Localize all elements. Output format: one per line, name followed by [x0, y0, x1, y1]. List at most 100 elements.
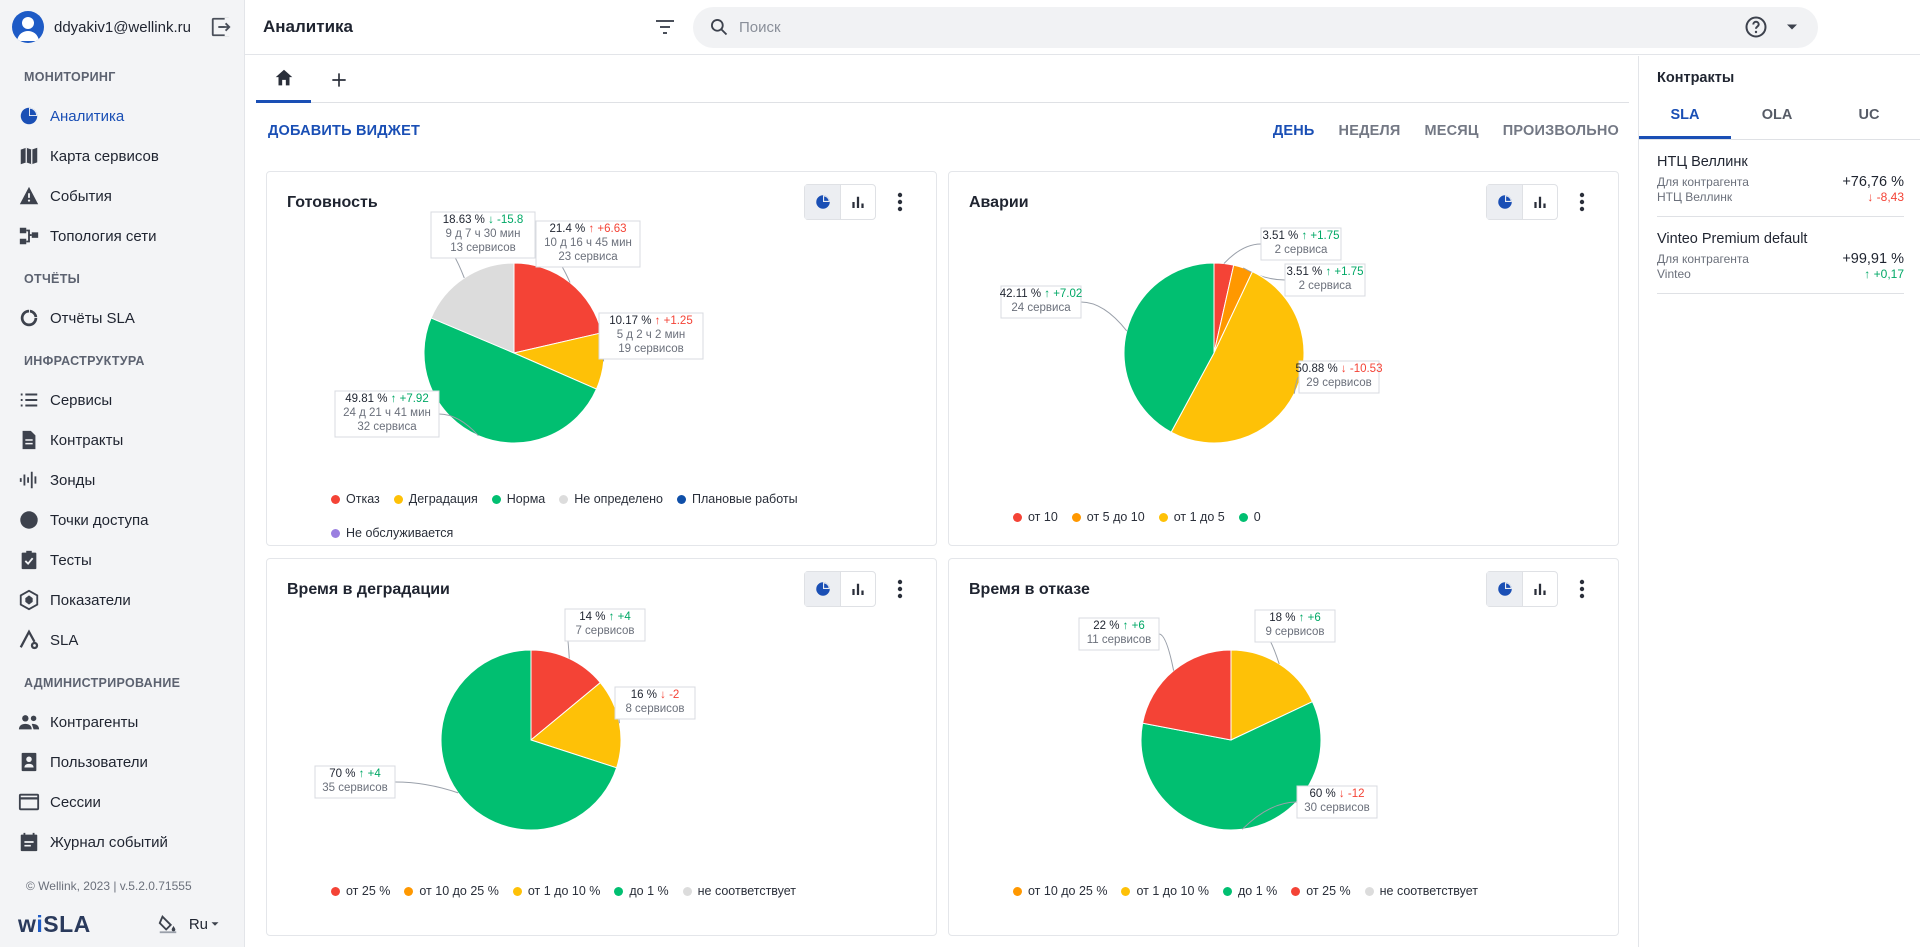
- paint-bucket-icon: [158, 915, 177, 934]
- contract-row: Для контрагента +76,76 %: [1657, 174, 1904, 190]
- contract-item[interactable]: Vinteo Premium default Для контрагента +99…: [1657, 217, 1904, 294]
- legend-item[interactable]: от 10: [1013, 500, 1058, 534]
- sidebar-item[interactable]: Отчёты SLA: [0, 298, 244, 338]
- bar-chart-icon: [1534, 196, 1546, 208]
- pie-view-button[interactable]: [805, 572, 840, 606]
- bar-chart-icon: [852, 583, 864, 595]
- legend-item[interactable]: от 1 до 10 %: [512, 874, 600, 908]
- pie-view-button[interactable]: [805, 185, 840, 219]
- language-selector[interactable]: Ru: [157, 913, 222, 935]
- legend-item[interactable]: не соответствует: [1364, 874, 1478, 908]
- sidebar-item[interactable]: Карта сервисов: [0, 136, 244, 176]
- period-option[interactable]: ПРОИЗВОЛЬНО: [1502, 123, 1619, 139]
- slice-count-label: 23 сервиса: [558, 251, 618, 263]
- chevron-down-icon[interactable]: [1782, 17, 1802, 37]
- slice-label-box: [1296, 785, 1378, 819]
- leader-line: [1242, 267, 1286, 281]
- pie-slice[interactable]: [530, 649, 602, 742]
- sidebar-item[interactable]: Контракты: [0, 420, 244, 460]
- people-icon: [18, 711, 40, 733]
- period-option[interactable]: МЕСЯЦ: [1424, 123, 1479, 139]
- legend-item[interactable]: не соответствует: [682, 874, 796, 908]
- more-icon[interactable]: [1570, 190, 1594, 214]
- filter-icon[interactable]: [653, 15, 677, 39]
- search-input[interactable]: [739, 18, 1736, 36]
- bar-view-button[interactable]: [840, 185, 875, 219]
- period-option[interactable]: ДЕНЬ: [1272, 123, 1315, 139]
- pie-slice[interactable]: [529, 681, 622, 769]
- legend-item[interactable]: до 1 %: [1222, 874, 1277, 908]
- legend-item[interactable]: 0: [1238, 500, 1261, 534]
- avatar[interactable]: [12, 11, 44, 43]
- legend-label: Отказ: [346, 492, 380, 506]
- legend-item[interactable]: от 1 до 5: [1158, 500, 1225, 534]
- sidebar-item[interactable]: Сессии: [0, 782, 244, 822]
- sidebar-item[interactable]: Тесты: [0, 540, 244, 580]
- sidebar-item[interactable]: События: [0, 176, 244, 216]
- sidebar-item[interactable]: Журнал событий: [0, 822, 244, 862]
- legend-item[interactable]: от 5 до 10: [1071, 500, 1145, 534]
- more-icon[interactable]: [888, 190, 912, 214]
- legend-item[interactable]: Не обслуживается: [331, 516, 453, 550]
- legend-item[interactable]: Норма: [491, 482, 545, 516]
- help-icon[interactable]: [1744, 15, 1768, 39]
- legend-item[interactable]: Плановые работы: [677, 482, 798, 516]
- home-icon: [275, 69, 292, 86]
- legend-item[interactable]: от 1 до 10 %: [1121, 874, 1209, 908]
- bar-view-button[interactable]: [1522, 185, 1557, 219]
- sidebar-item[interactable]: Пользователи: [0, 742, 244, 782]
- sidebar-item[interactable]: Топология сети: [0, 216, 244, 256]
- more-icon[interactable]: [1570, 577, 1594, 601]
- bar-view-button[interactable]: [840, 572, 875, 606]
- widget-title: Аварии: [969, 194, 1029, 211]
- home-tab[interactable]: [256, 56, 311, 103]
- legend-item[interactable]: от 10 до 25 %: [404, 874, 499, 908]
- sidebar-item-label: Контракты: [50, 431, 124, 449]
- legend-item[interactable]: Деградация: [393, 482, 478, 516]
- pie-slice[interactable]: [1230, 649, 1314, 741]
- pie-view-button[interactable]: [1487, 572, 1522, 606]
- legend-item[interactable]: от 25 %: [331, 874, 390, 908]
- slice-percent-label: 49.81 % ↑ +7.92: [345, 393, 428, 405]
- legend-item[interactable]: Не определено: [559, 482, 663, 516]
- legend-label: 0: [1253, 510, 1261, 524]
- period-option[interactable]: НЕДЕЛЯ: [1338, 123, 1401, 139]
- add-widget-button[interactable]: ДОБАВИТЬ ВИДЖЕТ: [268, 123, 421, 139]
- contracts-tab[interactable]: UC: [1858, 107, 1880, 123]
- more-icon[interactable]: [888, 577, 912, 601]
- legend-item[interactable]: от 25 %: [1291, 874, 1351, 908]
- contract-item[interactable]: НТЦ Веллинк Для контрагента +76,76 % НТЦ Ве…: [1657, 140, 1904, 217]
- legend-swatch: [614, 886, 624, 896]
- sidebar-item[interactable]: Сервисы: [0, 380, 244, 420]
- slice-label-box: [1298, 360, 1380, 394]
- pie-slice[interactable]: [440, 649, 618, 831]
- logout-icon[interactable]: [210, 16, 232, 38]
- pie-slice[interactable]: [430, 262, 515, 354]
- legend-label: от 25 %: [346, 884, 391, 898]
- sidebar-item-label: Отчёты SLA: [50, 309, 135, 327]
- bar-view-button[interactable]: [1522, 572, 1557, 606]
- legend-item[interactable]: от 10 до 25 %: [1013, 874, 1107, 908]
- sidebar-item[interactable]: Аналитика: [0, 96, 244, 136]
- add-tab-button[interactable]: [311, 56, 366, 103]
- legend-item[interactable]: Отказ: [331, 482, 380, 516]
- sidebar-item-label: Топология сети: [50, 227, 157, 245]
- pie-view-button[interactable]: [1487, 185, 1522, 219]
- sidebar-item[interactable]: Зонды: [0, 460, 244, 500]
- legend-swatch: [393, 494, 403, 504]
- slice-label-box: [1260, 227, 1342, 261]
- contract-row: Vinteo ↑ +0,17: [1657, 267, 1904, 281]
- contracts-tab[interactable]: SLA: [1639, 96, 1731, 139]
- legend-item[interactable]: до 1 %: [614, 874, 669, 908]
- sidebar-item[interactable]: SLA: [0, 620, 244, 660]
- slice-percent-label: 18.63 % ↓ -15.8: [443, 214, 524, 226]
- contracts-tab[interactable]: OLA: [1761, 107, 1793, 123]
- contract-row: НТЦ Веллинк ↓ -8,43: [1657, 190, 1904, 204]
- pie-slice[interactable]: [1142, 649, 1232, 741]
- sidebar-item[interactable]: Контрагенты: [0, 702, 244, 742]
- sidebar-item[interactable]: Точки доступа: [0, 500, 244, 540]
- leader-line: [1080, 301, 1128, 332]
- pie-slice[interactable]: [1123, 262, 1215, 433]
- sidebar-item[interactable]: Показатели: [0, 580, 244, 620]
- slice-count-label: 7 сервисов: [575, 625, 634, 637]
